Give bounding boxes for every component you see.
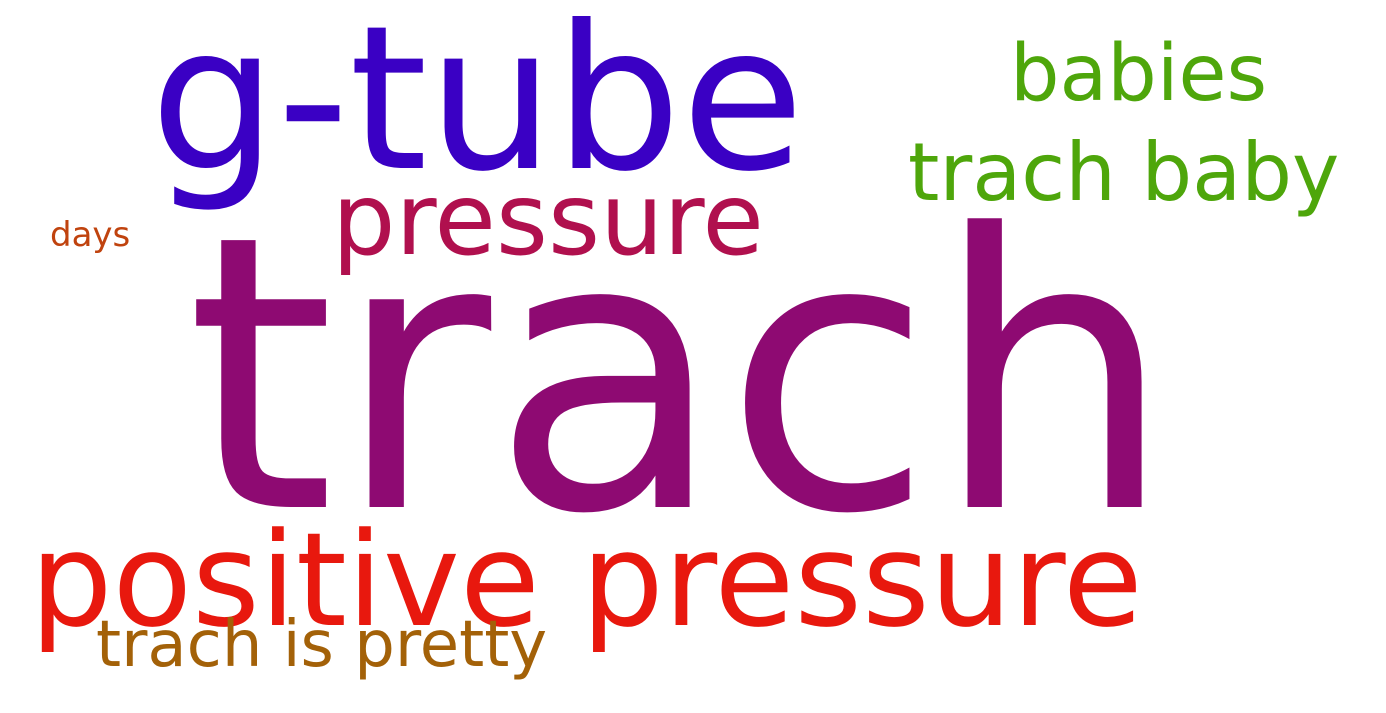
word-trach-baby: trach baby [908,126,1340,219]
word-pressure: pressure [332,161,764,278]
word-days: days [50,215,131,255]
word-g-tube: g-tube [150,0,805,216]
word-trach-is-pretty: trach is pretty [96,608,548,682]
word-positive-pressure: positive pressure [30,504,1143,656]
word-babies: babies [1010,29,1268,119]
word-trach: trach [186,154,1174,597]
